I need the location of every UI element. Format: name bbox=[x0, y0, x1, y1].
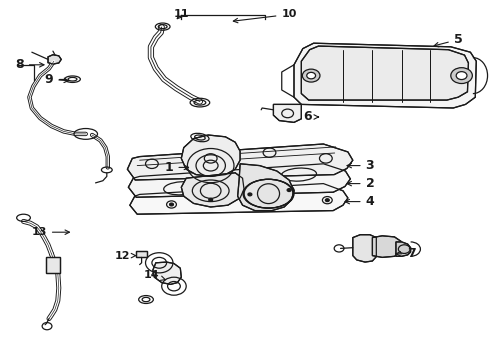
Text: 9: 9 bbox=[45, 73, 69, 86]
Text: 5: 5 bbox=[434, 33, 463, 47]
Polygon shape bbox=[181, 135, 240, 176]
Text: 11: 11 bbox=[173, 9, 189, 19]
Bar bbox=[136, 251, 147, 257]
Circle shape bbox=[456, 72, 467, 80]
Circle shape bbox=[248, 193, 252, 196]
Polygon shape bbox=[238, 164, 294, 211]
Text: 7: 7 bbox=[396, 247, 416, 260]
Text: 3: 3 bbox=[347, 159, 374, 172]
Bar bbox=[136, 251, 147, 257]
Polygon shape bbox=[128, 164, 350, 197]
Polygon shape bbox=[127, 144, 353, 180]
Polygon shape bbox=[153, 262, 181, 284]
Polygon shape bbox=[273, 104, 301, 122]
Circle shape bbox=[451, 68, 472, 84]
Text: 8: 8 bbox=[15, 58, 44, 71]
Circle shape bbox=[170, 203, 173, 206]
Polygon shape bbox=[353, 235, 376, 262]
Circle shape bbox=[209, 198, 213, 201]
Circle shape bbox=[302, 69, 320, 82]
Text: 4: 4 bbox=[345, 195, 374, 208]
Text: 1: 1 bbox=[165, 161, 189, 174]
Bar bbox=[46, 257, 60, 273]
Polygon shape bbox=[294, 43, 476, 108]
Text: 14: 14 bbox=[144, 270, 166, 280]
Polygon shape bbox=[372, 236, 401, 257]
Polygon shape bbox=[396, 242, 411, 256]
Text: 6: 6 bbox=[303, 111, 318, 123]
Polygon shape bbox=[130, 184, 348, 214]
Circle shape bbox=[307, 72, 316, 79]
Text: 2: 2 bbox=[347, 177, 374, 190]
Text: 13: 13 bbox=[31, 227, 70, 237]
Circle shape bbox=[287, 189, 291, 192]
Text: 10: 10 bbox=[233, 9, 297, 23]
Polygon shape bbox=[301, 46, 468, 100]
Polygon shape bbox=[181, 173, 244, 207]
Bar bbox=[46, 257, 60, 273]
Text: 12: 12 bbox=[115, 251, 136, 261]
Polygon shape bbox=[48, 55, 61, 64]
Circle shape bbox=[325, 199, 329, 202]
